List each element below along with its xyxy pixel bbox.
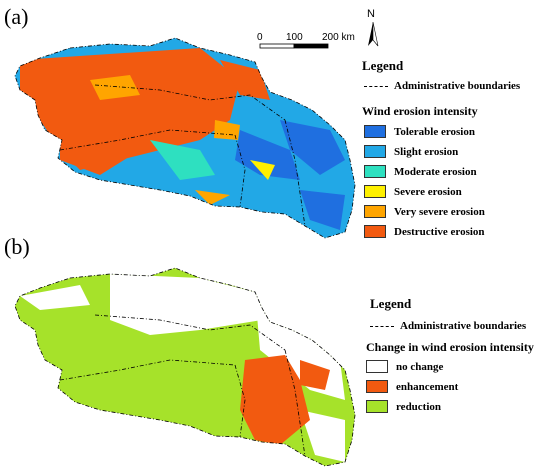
legend-b-admin-label: Administrative boundaries (400, 320, 527, 332)
legend-a-item: Tolerable erosion (364, 125, 475, 138)
scale-tick-0: 0 (257, 32, 263, 43)
legend-b-swatch (366, 400, 388, 413)
legend-b-swatch (366, 360, 388, 373)
legend-a-swatch (364, 125, 386, 138)
legend-a-label: Severe erosion (394, 185, 462, 198)
admin-boundary-line-icon (370, 325, 394, 327)
legend-a-label: Destructive erosion (394, 225, 485, 238)
scale-tick-200: 200 km (322, 32, 355, 43)
scale-tick-100: 100 (286, 32, 303, 43)
erosion-change-map (15, 268, 355, 466)
legend-b-label: reduction (396, 400, 442, 413)
legend-b-admin: Administrative boundaries (370, 320, 526, 332)
legend-a-swatch (364, 185, 386, 198)
legend-b-swatch (366, 380, 388, 393)
legend-b-item: enhancement (366, 380, 458, 393)
legend-a-label: Tolerable erosion (394, 125, 475, 138)
admin-boundary-line-icon (364, 85, 388, 87)
north-arrow-icon (368, 21, 379, 47)
legend-a-swatch (364, 165, 386, 178)
legend-a-label: Moderate erosion (394, 165, 477, 178)
legend-b-change-title: Change in wind erosion intensity (366, 340, 534, 354)
legend-a-swatch (364, 205, 386, 218)
legend-a-item: Moderate erosion (364, 165, 477, 178)
legend-b-item: reduction (366, 400, 441, 413)
scale-bar (259, 43, 329, 49)
erosion-intensity-map (15, 38, 355, 238)
legend-a-admin-label: Administrative boundaries (394, 80, 521, 92)
legend-a-swatch (364, 145, 386, 158)
legend-b-label: enhancement (396, 380, 459, 393)
panel-b-label: (b) (4, 234, 30, 259)
panel-a-label: (a) (4, 4, 29, 29)
north-label: N (367, 8, 375, 20)
map-b-admin-boundaries (14, 267, 356, 467)
legend-a-item: Slight erosion (364, 145, 458, 158)
legend-a-label: Slight erosion (394, 145, 459, 158)
legend-a-admin: Administrative boundaries (364, 80, 520, 92)
legend-a-title: Legend (362, 58, 404, 73)
legend-a-item: Very severe erosion (364, 205, 485, 218)
map-a-admin-boundaries (14, 37, 356, 239)
legend-a-swatch (364, 225, 386, 238)
legend-b-item: no change (366, 360, 443, 373)
legend-b-title: Legend (370, 296, 412, 311)
legend-a-intensity-title: Wind erosion intensity (362, 104, 478, 118)
legend-a-label: Very severe erosion (394, 205, 485, 218)
legend-a-item: Severe erosion (364, 185, 462, 198)
legend-a-item: Destructive erosion (364, 225, 485, 238)
legend-b-label: no change (396, 360, 444, 373)
